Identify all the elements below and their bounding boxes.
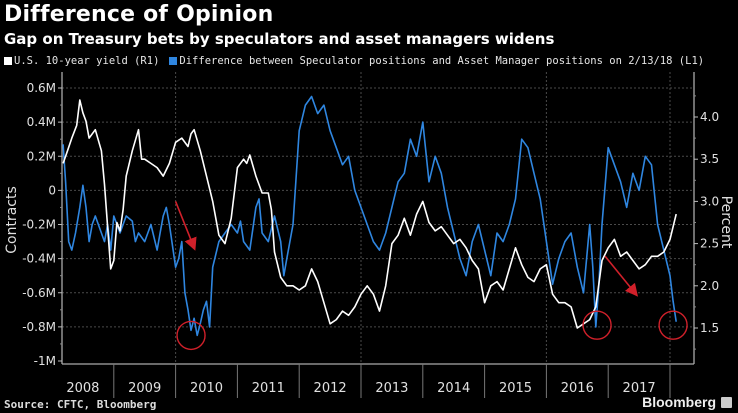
left-tick-label: 0.4M — [27, 115, 56, 129]
annotations — [174, 201, 688, 351]
legend-label-difference: Difference between Speculator positions … — [179, 55, 705, 67]
right-tick-label: 1.5 — [700, 321, 719, 335]
right-axis: 4.0 3.5 3.0 2.5 2.0 1.5 — [694, 95, 719, 350]
left-tick-label: -0.8M — [22, 320, 56, 334]
series-group — [62, 95, 677, 337]
left-tick-label: -0.6M — [22, 286, 56, 300]
x-tick-label: 2012 — [314, 381, 347, 396]
right-axis-title: Percent — [718, 196, 734, 249]
legend: U.S. 10-year yield (R1) Difference betwe… — [4, 55, 704, 67]
right-tick-label: 2.0 — [700, 279, 719, 293]
right-tick-label: 4.0 — [700, 110, 719, 124]
difference-line — [62, 95, 677, 337]
x-tick-label: 2016 — [561, 381, 594, 396]
x-axis: 2008 2009 2010 2011 2012 2013 2014 2015 2016 2017 — [66, 364, 671, 398]
x-tick-label: 2014 — [437, 381, 470, 396]
legend-item-difference: Difference between Speculator positions … — [169, 55, 704, 67]
x-tick-label: 2013 — [375, 381, 408, 396]
annotation-circle — [582, 310, 612, 340]
bloomberg-icon — [721, 397, 732, 408]
left-tick-label: -1M — [34, 354, 56, 368]
legend-item-yield: U.S. 10-year yield (R1) — [4, 55, 159, 67]
x-tick-label: 2017 — [623, 381, 656, 396]
chart-subtitle: Gap on Treasury bets by speculators and … — [4, 30, 555, 48]
annotation-arrow — [604, 255, 639, 297]
source-note: Source: CFTC, Bloomberg — [4, 398, 157, 411]
annotation-arrow — [174, 201, 197, 251]
right-tick-label: 3.5 — [700, 152, 719, 166]
left-tick-label: 0 — [48, 183, 56, 197]
x-tick-label: 2010 — [190, 381, 223, 396]
left-tick-label: -0.2M — [22, 218, 56, 232]
chart-title: Difference of Opinion — [4, 2, 274, 27]
x-tick-label: 2015 — [499, 381, 532, 396]
brand-logo: Bloomberg — [642, 394, 716, 410]
yield-line — [62, 99, 677, 329]
legend-swatch-difference — [169, 57, 178, 65]
x-tick-label: 2008 — [66, 381, 99, 396]
legend-label-yield: U.S. 10-year yield (R1) — [14, 55, 160, 67]
right-tick-label: 2.5 — [700, 237, 719, 251]
left-tick-label: 0.2M — [27, 149, 56, 163]
x-tick-label: 2009 — [128, 381, 161, 396]
x-tick-label: 2011 — [252, 381, 285, 396]
annotation-circle — [176, 320, 206, 351]
legend-swatch-yield — [4, 57, 12, 65]
left-tick-label: -0.4M — [22, 252, 56, 266]
grid — [61, 72, 695, 365]
left-axis: 0.6M 0.4M 0.2M 0 -0.2M -0.4M -0.6M -0.8M -1M — [22, 81, 62, 368]
annotation-circle — [658, 310, 688, 340]
left-tick-label: 0.6M — [27, 81, 56, 95]
left-axis-title: Contracts — [4, 186, 20, 254]
right-tick-label: 3.0 — [700, 194, 719, 208]
